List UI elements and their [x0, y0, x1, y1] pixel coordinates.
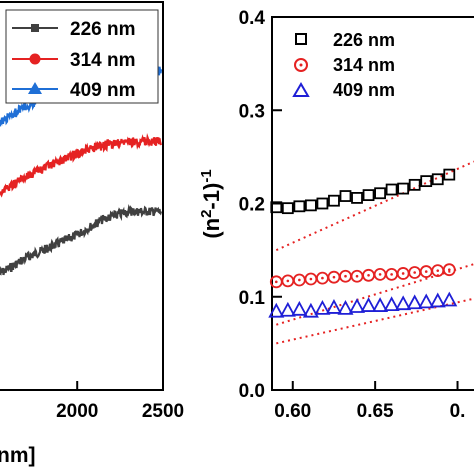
right-legend-marker-314	[294, 58, 308, 72]
left-x-ticks: 2000 2500	[56, 381, 184, 422]
point-409	[291, 300, 308, 316]
fit-line-0	[275, 160, 474, 252]
point-409	[418, 293, 435, 309]
left-legend-marker-226	[31, 24, 39, 32]
right-legend-label-409: 409 nm	[333, 80, 395, 100]
right-x-ticks: 0.60 0.65 0.	[274, 381, 465, 422]
right-legend-marker-409	[292, 82, 310, 97]
left-series-line-0	[0, 204, 163, 276]
right-y-tick-label: 0.1	[239, 288, 266, 309]
point-314	[442, 263, 456, 277]
right-y-tick-label: 0.3	[239, 101, 265, 122]
point-314-dot	[447, 268, 451, 272]
right-x-tick-label: 0.65	[357, 401, 394, 422]
y-label-sup2: -1	[198, 169, 215, 182]
right-legend-marker-314-dot	[299, 63, 303, 67]
right-y-tick-label: 0.4	[239, 8, 266, 29]
left-x-tick-label: 2500	[142, 401, 184, 422]
point-314-dot	[378, 273, 382, 276]
point-409	[349, 298, 366, 313]
point-314-dot	[321, 276, 324, 280]
y-label-mid: -1)	[199, 183, 224, 210]
point-314-dot	[332, 275, 336, 279]
point-226	[420, 175, 433, 188]
right-x-tick-label: 0.60	[274, 401, 311, 422]
right-legend: 226 nm 314 nm 409 nm	[292, 30, 395, 100]
right-y-ticks: 0.0 0.1 0.2 0.3 0.4	[239, 8, 282, 402]
point-409	[279, 301, 296, 317]
y-label-sup1: 2	[198, 210, 215, 218]
right-series-group	[268, 168, 458, 318]
left-series-line-1	[0, 133, 163, 198]
point-226	[328, 194, 340, 207]
point-226	[339, 190, 352, 202]
point-226	[351, 192, 363, 204]
right-y-axis-label: (n2-1)-1	[198, 169, 225, 238]
point-226	[304, 199, 317, 212]
point-409	[395, 295, 412, 311]
point-314-dot	[424, 270, 428, 273]
point-226	[281, 202, 294, 215]
left-legend-marker-314	[29, 53, 41, 65]
fit-line-1	[276, 263, 474, 326]
point-314-dot	[413, 271, 416, 274]
point-409	[268, 302, 285, 318]
point-409	[429, 292, 446, 308]
point-409	[302, 302, 319, 318]
left-legend-label-314: 314 nm	[70, 50, 135, 71]
right-x-tick-label: 0.	[450, 401, 466, 422]
point-314-dot	[367, 274, 370, 277]
point-409	[360, 297, 377, 312]
point-409	[314, 299, 331, 315]
point-226	[374, 187, 386, 200]
right-legend-label-314: 314 nm	[333, 55, 395, 75]
point-226	[443, 168, 456, 181]
point-226	[431, 173, 444, 186]
point-314-dot	[298, 278, 301, 282]
point-314-dot	[344, 274, 347, 278]
point-314-dot	[309, 277, 313, 281]
point-409	[441, 291, 458, 307]
point-409	[325, 299, 342, 314]
left-x-axis-label: nm]	[0, 444, 36, 467]
left-x-tick-label: 2000	[56, 401, 98, 422]
left-chart: 226 nm 314 nm 409 nm 2000 2500 nm]	[0, 1, 184, 467]
point-226	[385, 183, 398, 196]
point-226	[270, 201, 283, 214]
point-226	[293, 200, 306, 213]
point-314-dot	[401, 272, 405, 275]
point-314-dot	[355, 274, 359, 278]
left-legend: 226 nm 314 nm 409 nm	[5, 9, 159, 104]
right-legend-label-226: 226 nm	[333, 30, 395, 50]
point-409	[337, 299, 354, 315]
point-226	[316, 197, 329, 210]
left-legend-label-409: 409 nm	[70, 80, 135, 101]
right-y-tick-label: 0.2	[239, 195, 265, 216]
point-409	[383, 296, 400, 312]
point-226	[408, 178, 421, 191]
left-plot-frame	[0, 1, 164, 391]
right-legend-marker-226	[295, 33, 307, 45]
left-legend-marker-409	[28, 82, 42, 94]
point-314-dot	[436, 269, 440, 272]
point-409	[372, 297, 389, 312]
point-314-dot	[286, 279, 290, 283]
point-226	[362, 189, 375, 202]
right-y-tick-label: 0.0	[239, 381, 265, 402]
point-409	[406, 294, 423, 310]
point-314-dot	[274, 280, 278, 284]
left-legend-label-226: 226 nm	[70, 19, 135, 40]
point-314-dot	[390, 273, 393, 276]
point-226	[397, 182, 410, 195]
y-label-open: (n	[199, 218, 224, 239]
right-chart: 226 nm 314 nm 409 nm 0.00.10.20.30.4 0.6…	[198, 8, 474, 422]
